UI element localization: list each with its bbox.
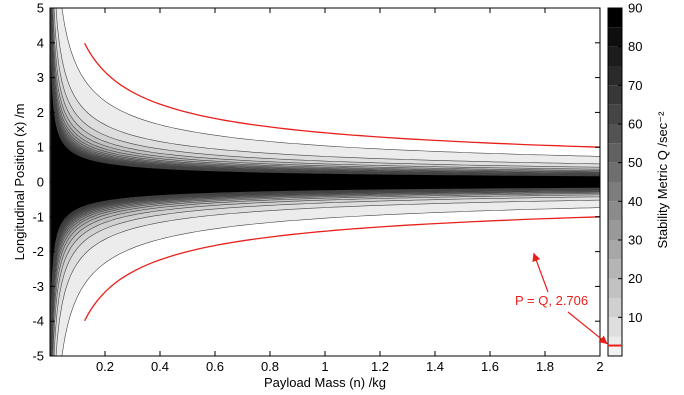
contour-band-18 [50, 26, 600, 338]
colorbar-tick-label: 20 [628, 271, 642, 286]
colorbar-segment [608, 66, 622, 86]
annotation-arrow-colorbar [567, 311, 608, 345]
x-tick-label: 1.8 [536, 359, 554, 374]
colorbar-tick-label: 90 [628, 1, 642, 16]
threshold-annotation: P = Q, 2.706 [515, 293, 588, 308]
colorbar-segment [608, 124, 622, 144]
y-tick-label: -2 [32, 244, 44, 259]
x-tick-label: 0.8 [261, 359, 279, 374]
colorbar-tick-label: 40 [628, 194, 642, 209]
threshold-curve-lower [84, 216, 600, 322]
threshold-curves [84, 42, 600, 322]
colorbar-segment [608, 336, 622, 346]
annotation-arrow-curve [532, 252, 549, 293]
y-axis-label: Longitudinal Position (x) /m [12, 104, 27, 261]
colorbar-segment [608, 345, 622, 356]
colorbar-tick-label: 30 [628, 233, 642, 248]
colorbar-segment [608, 220, 622, 240]
y-tick-label: 4 [37, 35, 44, 50]
y-tick-label: -3 [32, 279, 44, 294]
colorbar [608, 8, 622, 356]
threshold-curve-upper [84, 42, 600, 148]
colorbar-tick-label: 10 [628, 310, 642, 325]
x-tick-label: 0.2 [96, 359, 114, 374]
y-tick-label: 1 [37, 140, 44, 155]
colorbar-tick-label: 60 [628, 117, 642, 132]
colorbar-segment [608, 259, 622, 279]
x-tick-label: 1.6 [481, 359, 499, 374]
y-tick-label: 5 [37, 1, 44, 16]
colorbar-segment [608, 182, 622, 202]
y-tick-label: 3 [37, 70, 44, 85]
colorbar-segment [608, 317, 622, 337]
colorbar-segment [608, 201, 622, 221]
colorbar-segment [608, 104, 622, 124]
y-tick-label: -5 [32, 349, 44, 364]
y-tick-label: 0 [37, 175, 44, 190]
y-tick-label: -1 [32, 209, 44, 224]
colorbar-segment [608, 46, 622, 66]
colorbar-segment [608, 240, 622, 260]
colorbar-segment [608, 162, 622, 182]
y-axis-ticks: 5 4 3 2 1 0 -1 -2 -3 -4 -5 [32, 1, 600, 364]
colorbar-segment [608, 27, 622, 47]
colorbar-tick-label: 50 [628, 155, 642, 170]
colorbar-segment [608, 143, 622, 163]
y-tick-label: 2 [37, 105, 44, 120]
contour-bands [50, 8, 600, 356]
colorbar-tick-label: 70 [628, 78, 642, 93]
x-axis-label: Payload Mass (n) /kg [264, 375, 386, 390]
colorbar-segment [608, 8, 622, 28]
colorbar-frame [607, 7, 623, 357]
x-axis-ticks: 0.2 0.4 0.6 0.8 1 1.2 1.4 1.6 1.8 2 [96, 8, 604, 374]
colorbar-segment [608, 278, 622, 298]
x-tick-label: 1.2 [371, 359, 389, 374]
x-tick-label: 1.4 [426, 359, 444, 374]
colorbar-tick-label: 80 [628, 39, 642, 54]
x-tick-label: 1 [321, 359, 328, 374]
x-tick-label: 0.4 [151, 359, 169, 374]
colorbar-label: Stability Metric Q /sec⁻² [655, 111, 670, 249]
colorbar-segment [608, 298, 622, 318]
y-tick-label: -4 [32, 314, 44, 329]
colorbar-segment [608, 85, 622, 105]
colorbar-ticks: 90 80 70 60 50 40 30 20 10 [618, 1, 642, 325]
x-tick-label: 2 [596, 359, 603, 374]
x-tick-label: 0.6 [206, 359, 224, 374]
